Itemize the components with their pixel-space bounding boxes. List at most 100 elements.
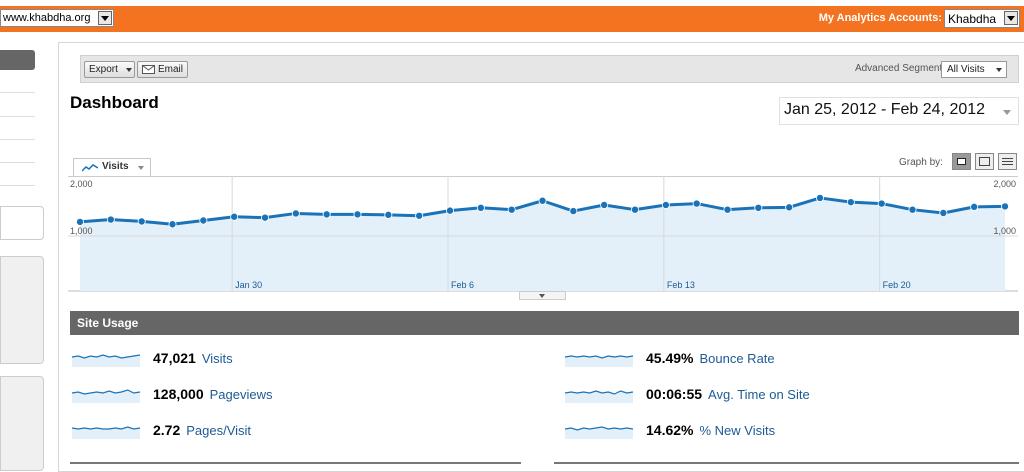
site-selector-value: www.khabdha.org (3, 12, 91, 24)
metric-value: 47,021 Visits (153, 350, 233, 366)
metric-visits: 47,021 Visits (71, 348, 491, 368)
sidebar-header[interactable] (0, 50, 35, 70)
data-point (137, 217, 146, 226)
graph-by-week-button[interactable] (975, 153, 994, 170)
sparkline-area (72, 427, 140, 439)
metric-name-link[interactable]: Pages/Visit (186, 423, 252, 438)
chevron-down-icon[interactable] (1004, 11, 1018, 25)
data-point (846, 198, 855, 207)
divider (554, 462, 1019, 464)
segments-value: All Visits (947, 64, 985, 75)
metric-value: 00:06:55 Avg. Time on Site (646, 386, 810, 402)
data-point (908, 205, 917, 214)
segments-select[interactable]: All Visits (941, 61, 1007, 78)
metric-pageviews: 128,000 Pageviews (71, 384, 491, 404)
data-point (631, 205, 640, 214)
envelope-icon (142, 65, 155, 74)
x-tick-label: Feb 20 (883, 280, 911, 290)
export-label: Export (89, 64, 118, 75)
page-title: Dashboard (70, 93, 159, 112)
data-point (75, 217, 84, 226)
y-axis-label-left: 2,000 (70, 179, 93, 189)
metric-name-link[interactable]: Pageviews (209, 387, 273, 402)
data-point (168, 220, 177, 229)
metric-name-link[interactable]: Visits (201, 351, 233, 366)
metric-tab-label: Visits (102, 161, 129, 172)
month-icon (1002, 158, 1013, 159)
data-point (939, 208, 948, 217)
chevron-down-icon (126, 68, 132, 72)
data-point (507, 205, 516, 214)
graph-by-day-button[interactable] (952, 153, 971, 170)
sidebar-box[interactable] (0, 206, 44, 240)
collapse-graph-button[interactable] (519, 291, 566, 300)
metric-name-link[interactable]: Avg. Time on Site (708, 387, 810, 402)
chevron-down-icon[interactable] (98, 11, 112, 25)
month-icon-line (1002, 161, 1013, 162)
sparkline (564, 426, 634, 439)
data-point (538, 196, 547, 205)
sparkline-area (565, 356, 633, 367)
account-selector[interactable]: Khabdha (944, 9, 1020, 28)
sparkline-area (565, 427, 633, 439)
data-point (230, 212, 239, 221)
sidebar-panel (0, 376, 44, 471)
divider (0, 116, 35, 117)
y-axis-label-right: 1,000 (993, 226, 1016, 236)
sparkline-line (564, 355, 634, 359)
chevron-down-icon (539, 294, 545, 298)
x-tick-label: Feb 6 (451, 280, 474, 290)
export-button[interactable]: Export (84, 61, 135, 78)
site-usage-header: Site Usage (70, 311, 1019, 335)
email-button[interactable]: Email (137, 61, 188, 78)
data-point (353, 210, 362, 219)
sparkline (71, 426, 141, 439)
site-selector[interactable]: www.khabdha.org (0, 9, 114, 27)
data-point (1001, 202, 1010, 211)
segments-label: Advanced Segments: (854, 63, 950, 74)
data-point (476, 203, 485, 212)
metric-pages-visit: 2.72 Pages/Visit (71, 420, 491, 440)
data-point (291, 209, 300, 218)
metric-name-link[interactable]: % New Visits (699, 423, 776, 438)
line-chart-icon (82, 164, 98, 172)
data-point (260, 213, 269, 222)
sparkline-line (71, 389, 141, 395)
visits-chart[interactable]: Jan 30 Feb 6 Feb 13 Feb 20 2,000 1,000 2,000 1,… (68, 176, 1018, 292)
graph-by-month-button[interactable] (998, 153, 1017, 170)
data-point (723, 205, 732, 214)
metric-value: 14.62%% New Visits (646, 422, 776, 438)
chevron-down-icon (996, 68, 1002, 72)
day-icon (957, 158, 966, 165)
account-selector-value: Khabdha (948, 12, 997, 26)
divider (0, 185, 35, 186)
data-point (415, 211, 424, 220)
data-point (785, 203, 794, 212)
graph-by-label: Graph by: (899, 157, 943, 168)
metric-name-link[interactable]: Bounce Rate (699, 351, 775, 366)
month-icon-line (1002, 164, 1013, 165)
metric-value: 45.49% Bounce Rate (646, 350, 775, 366)
metric-tab-visits[interactable]: Visits (73, 158, 151, 176)
divider (0, 92, 35, 93)
y-axis-label-right: 2,000 (993, 179, 1016, 189)
date-range-picker[interactable]: Jan 25, 2012 - Feb 24, 2012 (779, 97, 1019, 125)
x-tick-label: Jan 30 (235, 280, 262, 290)
chevron-down-icon (1003, 110, 1011, 115)
metric-value: 2.72 Pages/Visit (153, 422, 252, 438)
chevron-down-icon (138, 166, 144, 170)
sparkline (71, 389, 141, 403)
metric-avg-time-on-site: 00:06:55 Avg. Time on Site (564, 384, 984, 404)
data-point (661, 200, 670, 209)
divider (70, 462, 521, 464)
x-tick-label: Feb 13 (667, 280, 695, 290)
email-label: Email (158, 64, 184, 75)
data-point (199, 216, 208, 225)
data-point (877, 199, 886, 208)
sparkline (564, 390, 634, 403)
data-point (816, 193, 825, 202)
week-icon (979, 157, 990, 166)
metric-value: 128,000 Pageviews (153, 386, 273, 402)
y-axis-label-left: 1,000 (70, 226, 93, 236)
sparkline-line (564, 426, 634, 431)
